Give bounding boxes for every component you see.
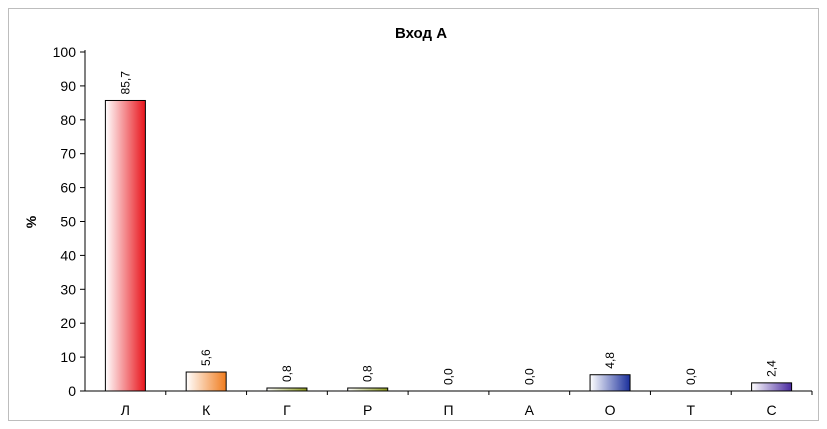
y-tick-label: 70 <box>60 146 76 162</box>
data-label: 0,0 <box>442 368 456 385</box>
y-tick-label: 40 <box>60 247 76 263</box>
x-tick-label: К <box>202 402 211 418</box>
data-labels: 85,7 5,6 0,8 0,8 0,0 0,0 4,8 0,0 2,4 <box>118 71 778 385</box>
bar <box>589 374 631 392</box>
data-label: 4,8 <box>603 352 617 369</box>
axes <box>84 50 812 392</box>
data-label: 0,8 <box>280 365 294 382</box>
data-label: 0,0 <box>522 368 536 385</box>
data-label: 85,7 <box>118 71 132 95</box>
y-tick-label: 10 <box>60 349 76 365</box>
data-label: 0,0 <box>684 368 698 385</box>
x-tick-label: П <box>443 402 453 418</box>
y-tick-label: 90 <box>60 78 76 94</box>
x-tick-label: Г <box>283 402 291 418</box>
bars <box>104 99 793 392</box>
chart-title: Вход А <box>395 25 447 42</box>
y-tick-label: 30 <box>60 281 76 297</box>
y-tick-label: 20 <box>60 315 76 331</box>
bar <box>266 387 308 392</box>
y-tick-label: 60 <box>60 180 76 196</box>
data-label: 2,4 <box>765 360 779 377</box>
y-axis-ticks: 0 10 20 30 40 50 60 70 80 90 100 <box>53 44 85 399</box>
y-tick-label: 80 <box>60 112 76 128</box>
bar <box>347 387 389 392</box>
x-tick-label: А <box>525 402 535 418</box>
data-label: 5,6 <box>199 349 213 366</box>
data-label: 0,8 <box>361 365 375 382</box>
y-tick-label: 0 <box>68 383 76 399</box>
bar <box>104 99 146 392</box>
x-tick-label: О <box>605 402 616 418</box>
bar <box>751 382 793 392</box>
y-tick-label: 100 <box>53 44 77 60</box>
x-tick-label: Т <box>687 402 696 418</box>
y-tick-label: 50 <box>60 214 76 230</box>
x-tick-label: С <box>767 402 777 418</box>
x-tick-label: Р <box>363 402 372 418</box>
y-axis-title: % <box>23 215 39 228</box>
x-tick-label: Л <box>121 402 130 418</box>
bar <box>185 371 227 392</box>
